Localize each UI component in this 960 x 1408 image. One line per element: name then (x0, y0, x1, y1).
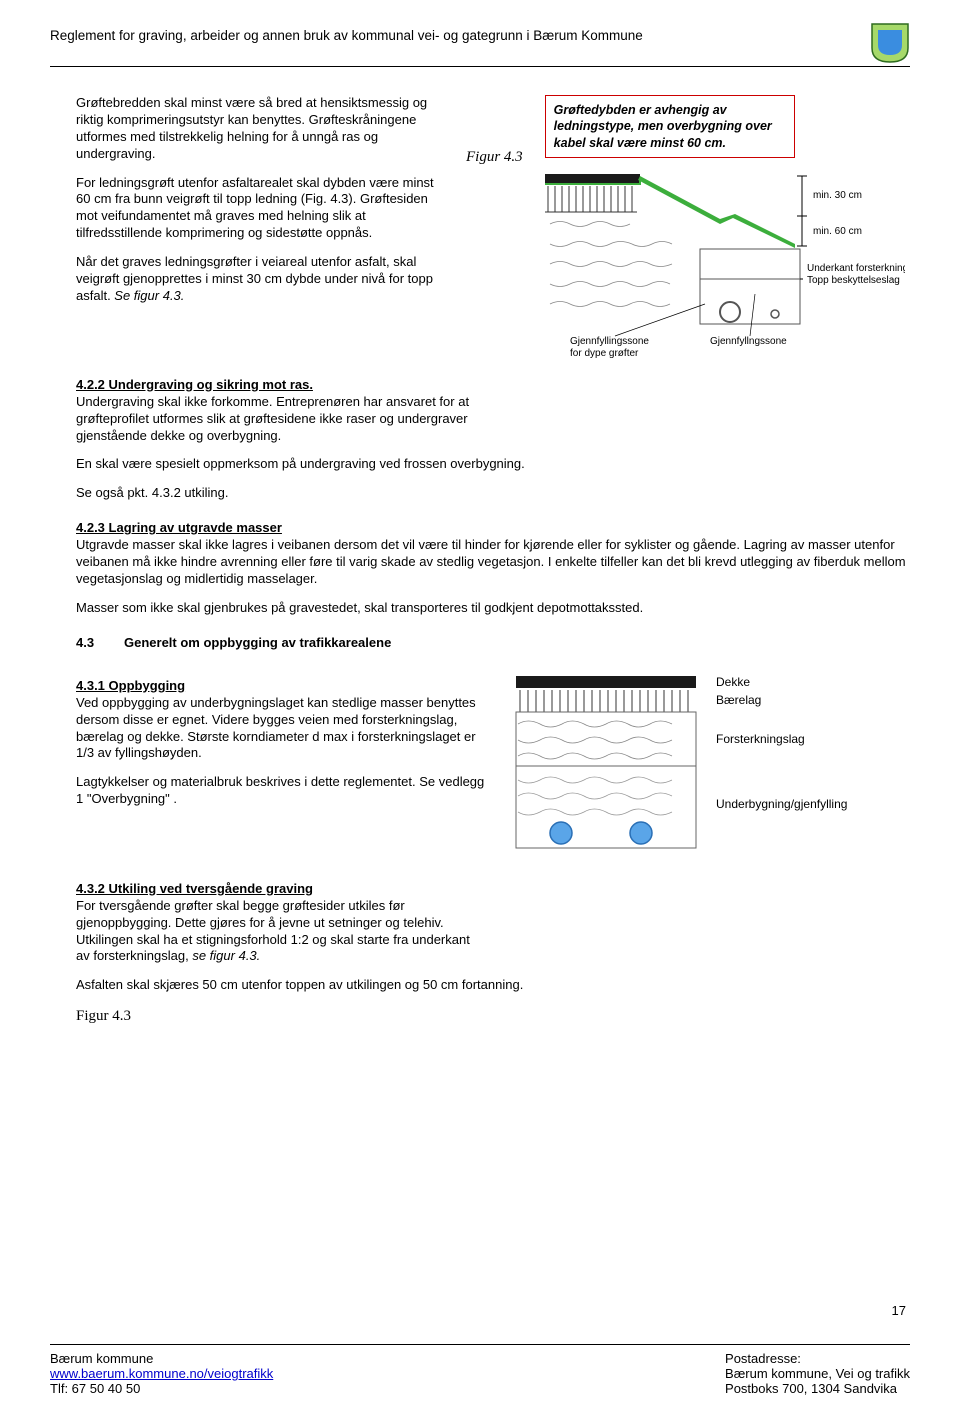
paragraph: Se også pkt. 4.3.2 utkiling. (76, 485, 910, 502)
diagram-label: Underkant forsterkningslag (807, 263, 905, 274)
svg-text:Dekke: Dekke (716, 675, 750, 689)
paragraph: Asfalten skal skjæres 50 cm utenfor topp… (76, 977, 910, 994)
paragraph: Lagtykkelser og materialbruk beskrives i… (76, 774, 486, 808)
footer-org: Bærum kommune (50, 1351, 273, 1366)
paragraph: For ledningsgrøft utenfor asfaltarealet … (76, 175, 446, 243)
page-number: 17 (892, 1303, 906, 1318)
svg-text:min. 30 cm: min. 30 cm (813, 190, 862, 201)
diagram-label: Gjennfyllingssone (570, 336, 649, 347)
paragraph: Undergraving skal ikke forkomme. Entrepr… (76, 394, 506, 445)
footer-address: Bærum kommune, Vei og trafikk (725, 1366, 910, 1381)
paragraph: Grøftebredden skal minst være så bred at… (76, 95, 446, 163)
page-header: Reglement for graving, arbeider og annen… (50, 22, 910, 67)
paragraph: Når det graves ledningsgrøfter i veiarea… (76, 254, 446, 305)
section-heading: 4.3.2 Utkiling ved tversgående graving (76, 881, 910, 896)
section-heading: 4.3.1 Oppbygging (76, 678, 486, 693)
svg-text:Underbygning/gjenfylling: Underbygning/gjenfylling (716, 797, 847, 811)
svg-text:Bærelag: Bærelag (716, 693, 761, 707)
paragraph: Ved oppbygging av underbygningslaget kan… (76, 695, 486, 763)
diagram-label: Gjennfyllngssone (710, 336, 787, 347)
paragraph: For tversgående grøfter skal begge grøft… (76, 898, 486, 966)
figure-label: Figur 4.3 (466, 149, 523, 165)
footer-address-label: Postadresse: (725, 1351, 910, 1366)
footer-address: Postboks 700, 1304 Sandvika (725, 1381, 910, 1396)
municipality-logo-icon (870, 22, 910, 64)
figure-label: Figur 4.3 (76, 1008, 910, 1025)
section-heading: 4.2.2 Undergraving og sikring mot ras. (76, 377, 910, 392)
svg-text:Forsterkningslag: Forsterkningslag (716, 732, 805, 746)
section-heading: 4.3Generelt om oppbygging av trafikkarea… (76, 635, 910, 650)
footer-phone: Tlf: 67 50 40 50 (50, 1381, 273, 1396)
page-footer: Bærum kommune www.baerum.kommune.no/veio… (50, 1344, 910, 1396)
header-title: Reglement for graving, arbeider og annen… (50, 22, 643, 43)
callout-box: Grøftedybden er avhengig av ledningstype… (545, 95, 795, 158)
layers-diagram-icon: Dekke Bærelag Forsterkningslag (506, 668, 876, 868)
diagram-label: for dype grøfter (570, 348, 639, 359)
svg-text:min. 60 cm: min. 60 cm (813, 226, 862, 237)
footer-link[interactable]: www.baerum.kommune.no/veiogtrafikk (50, 1366, 273, 1381)
section-heading: 4.2.3 Lagring av utgravde masser (76, 520, 910, 535)
paragraph: Masser som ikke skal gjenbrukes på grave… (76, 600, 910, 617)
paragraph: Utgravde masser skal ikke lagres i veiba… (76, 537, 910, 588)
diagram-label: Topp beskyttelseslag (807, 275, 900, 286)
paragraph: En skal være spesielt oppmerksom på unde… (76, 456, 910, 473)
trench-diagram-icon: min. 30 cm min. 60 cm (545, 164, 905, 364)
